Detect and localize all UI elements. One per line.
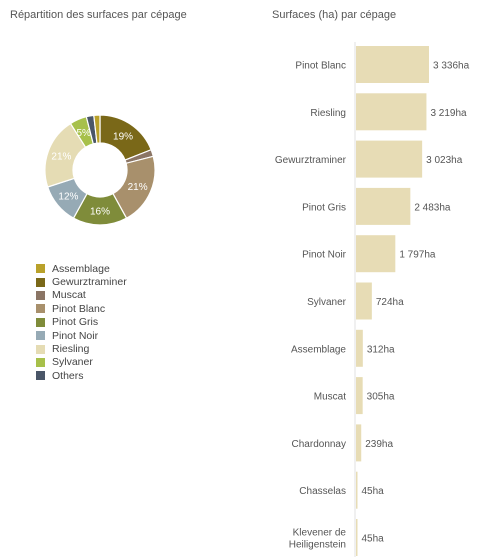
bar-pinot-gris bbox=[356, 187, 411, 225]
bar-category-label: Pinot Noir bbox=[302, 250, 347, 261]
bar-value-label: 45ha bbox=[362, 486, 385, 497]
bar-category-label: Klevener de Heiligenstein bbox=[289, 528, 347, 551]
bar-pinot-noir bbox=[356, 235, 396, 273]
bar-chasselas bbox=[356, 471, 358, 509]
bar-category-label: Assemblage bbox=[291, 344, 346, 355]
bar-value-label: 305ha bbox=[367, 392, 395, 403]
bar-category-label: Sylvaner bbox=[307, 297, 347, 308]
pie-slice-label: 21% bbox=[128, 182, 148, 193]
pie-slice-assemblage bbox=[93, 114, 101, 144]
bar-muscat bbox=[356, 377, 363, 415]
bar-category-label: Pinot Blanc bbox=[295, 61, 346, 72]
legend-label: Pinot Gris bbox=[52, 316, 99, 329]
bar-sylvaner bbox=[356, 282, 372, 320]
bar-category-label: Chardonnay bbox=[292, 439, 346, 450]
pie-chart-title: Répartition des surfaces par cépage bbox=[10, 9, 187, 21]
bar-riesling bbox=[356, 93, 427, 131]
legend-swatch bbox=[36, 357, 45, 367]
legend-item: Assemblage bbox=[36, 262, 127, 275]
bar-chart-title: Surfaces (ha) par cépage bbox=[272, 9, 397, 21]
bar-assemblage bbox=[356, 329, 363, 367]
legend-swatch bbox=[36, 304, 45, 314]
pie-slice-label: 12% bbox=[58, 192, 78, 203]
legend-item: Pinot Noir bbox=[36, 329, 127, 342]
legend-label: Pinot Blanc bbox=[52, 302, 106, 315]
bar-category-label: Pinot Gris bbox=[302, 202, 346, 213]
legend-label: Riesling bbox=[52, 343, 90, 356]
legend-label: Pinot Noir bbox=[52, 329, 99, 342]
legend-item: Riesling bbox=[36, 342, 127, 355]
legend-swatch bbox=[36, 371, 45, 381]
legend-label: Assemblage bbox=[52, 262, 110, 275]
legend-label: Gewurztraminer bbox=[52, 276, 127, 289]
legend-label: Muscat bbox=[52, 289, 86, 302]
legend-swatch bbox=[36, 277, 45, 287]
legend-item: Pinot Blanc bbox=[36, 302, 127, 315]
pie-slice-label: 21% bbox=[51, 152, 71, 163]
legend-label: Others bbox=[52, 369, 84, 382]
bar-pinot-blanc bbox=[356, 46, 429, 83]
bar-gewurztraminer bbox=[356, 140, 423, 178]
legend-item: Pinot Gris bbox=[36, 316, 127, 329]
bar-value-label: 3 336ha bbox=[433, 61, 470, 72]
legend-item: Muscat bbox=[36, 289, 127, 302]
legend-swatch bbox=[36, 344, 45, 354]
bar-category-label: Gewurztraminer bbox=[275, 155, 347, 166]
bar-value-label: 239ha bbox=[365, 439, 393, 450]
pie-slice-label: 5% bbox=[76, 128, 91, 139]
legend-swatch bbox=[36, 317, 45, 327]
bar-value-label: 724ha bbox=[376, 297, 404, 308]
legend-label: Sylvaner bbox=[52, 356, 93, 369]
bar-value-label: 3 219ha bbox=[430, 108, 467, 119]
bar-category-label: Chasselas bbox=[299, 486, 346, 497]
bar-value-label: 1 797ha bbox=[399, 250, 436, 261]
pie-slice-label: 19% bbox=[113, 132, 133, 143]
legend-swatch bbox=[36, 264, 45, 274]
bar-klevener-de-heiligenstein bbox=[356, 519, 358, 556]
donut-chart: 19% 21% 16% 12% 21% 5% bbox=[44, 114, 156, 226]
bar-value-label: 45ha bbox=[362, 534, 385, 545]
legend-item: Sylvaner bbox=[36, 356, 127, 369]
bar-category-label: Riesling bbox=[310, 108, 346, 119]
pie-slice-label: 16% bbox=[90, 207, 110, 218]
bar-value-label: 2 483ha bbox=[414, 202, 451, 213]
bar-value-label: 312ha bbox=[367, 344, 395, 355]
legend-item: Gewurztraminer bbox=[36, 275, 127, 288]
legend-swatch bbox=[36, 290, 45, 300]
legend-item: Others bbox=[36, 369, 127, 382]
bar-chardonnay bbox=[356, 424, 362, 462]
pie-legend: Assemblage Gewurztraminer Muscat Pinot Blan… bbox=[36, 262, 127, 383]
bar-value-label: 3 023ha bbox=[426, 155, 463, 166]
bar-category-label: Muscat bbox=[314, 392, 346, 403]
legend-swatch bbox=[36, 331, 45, 341]
